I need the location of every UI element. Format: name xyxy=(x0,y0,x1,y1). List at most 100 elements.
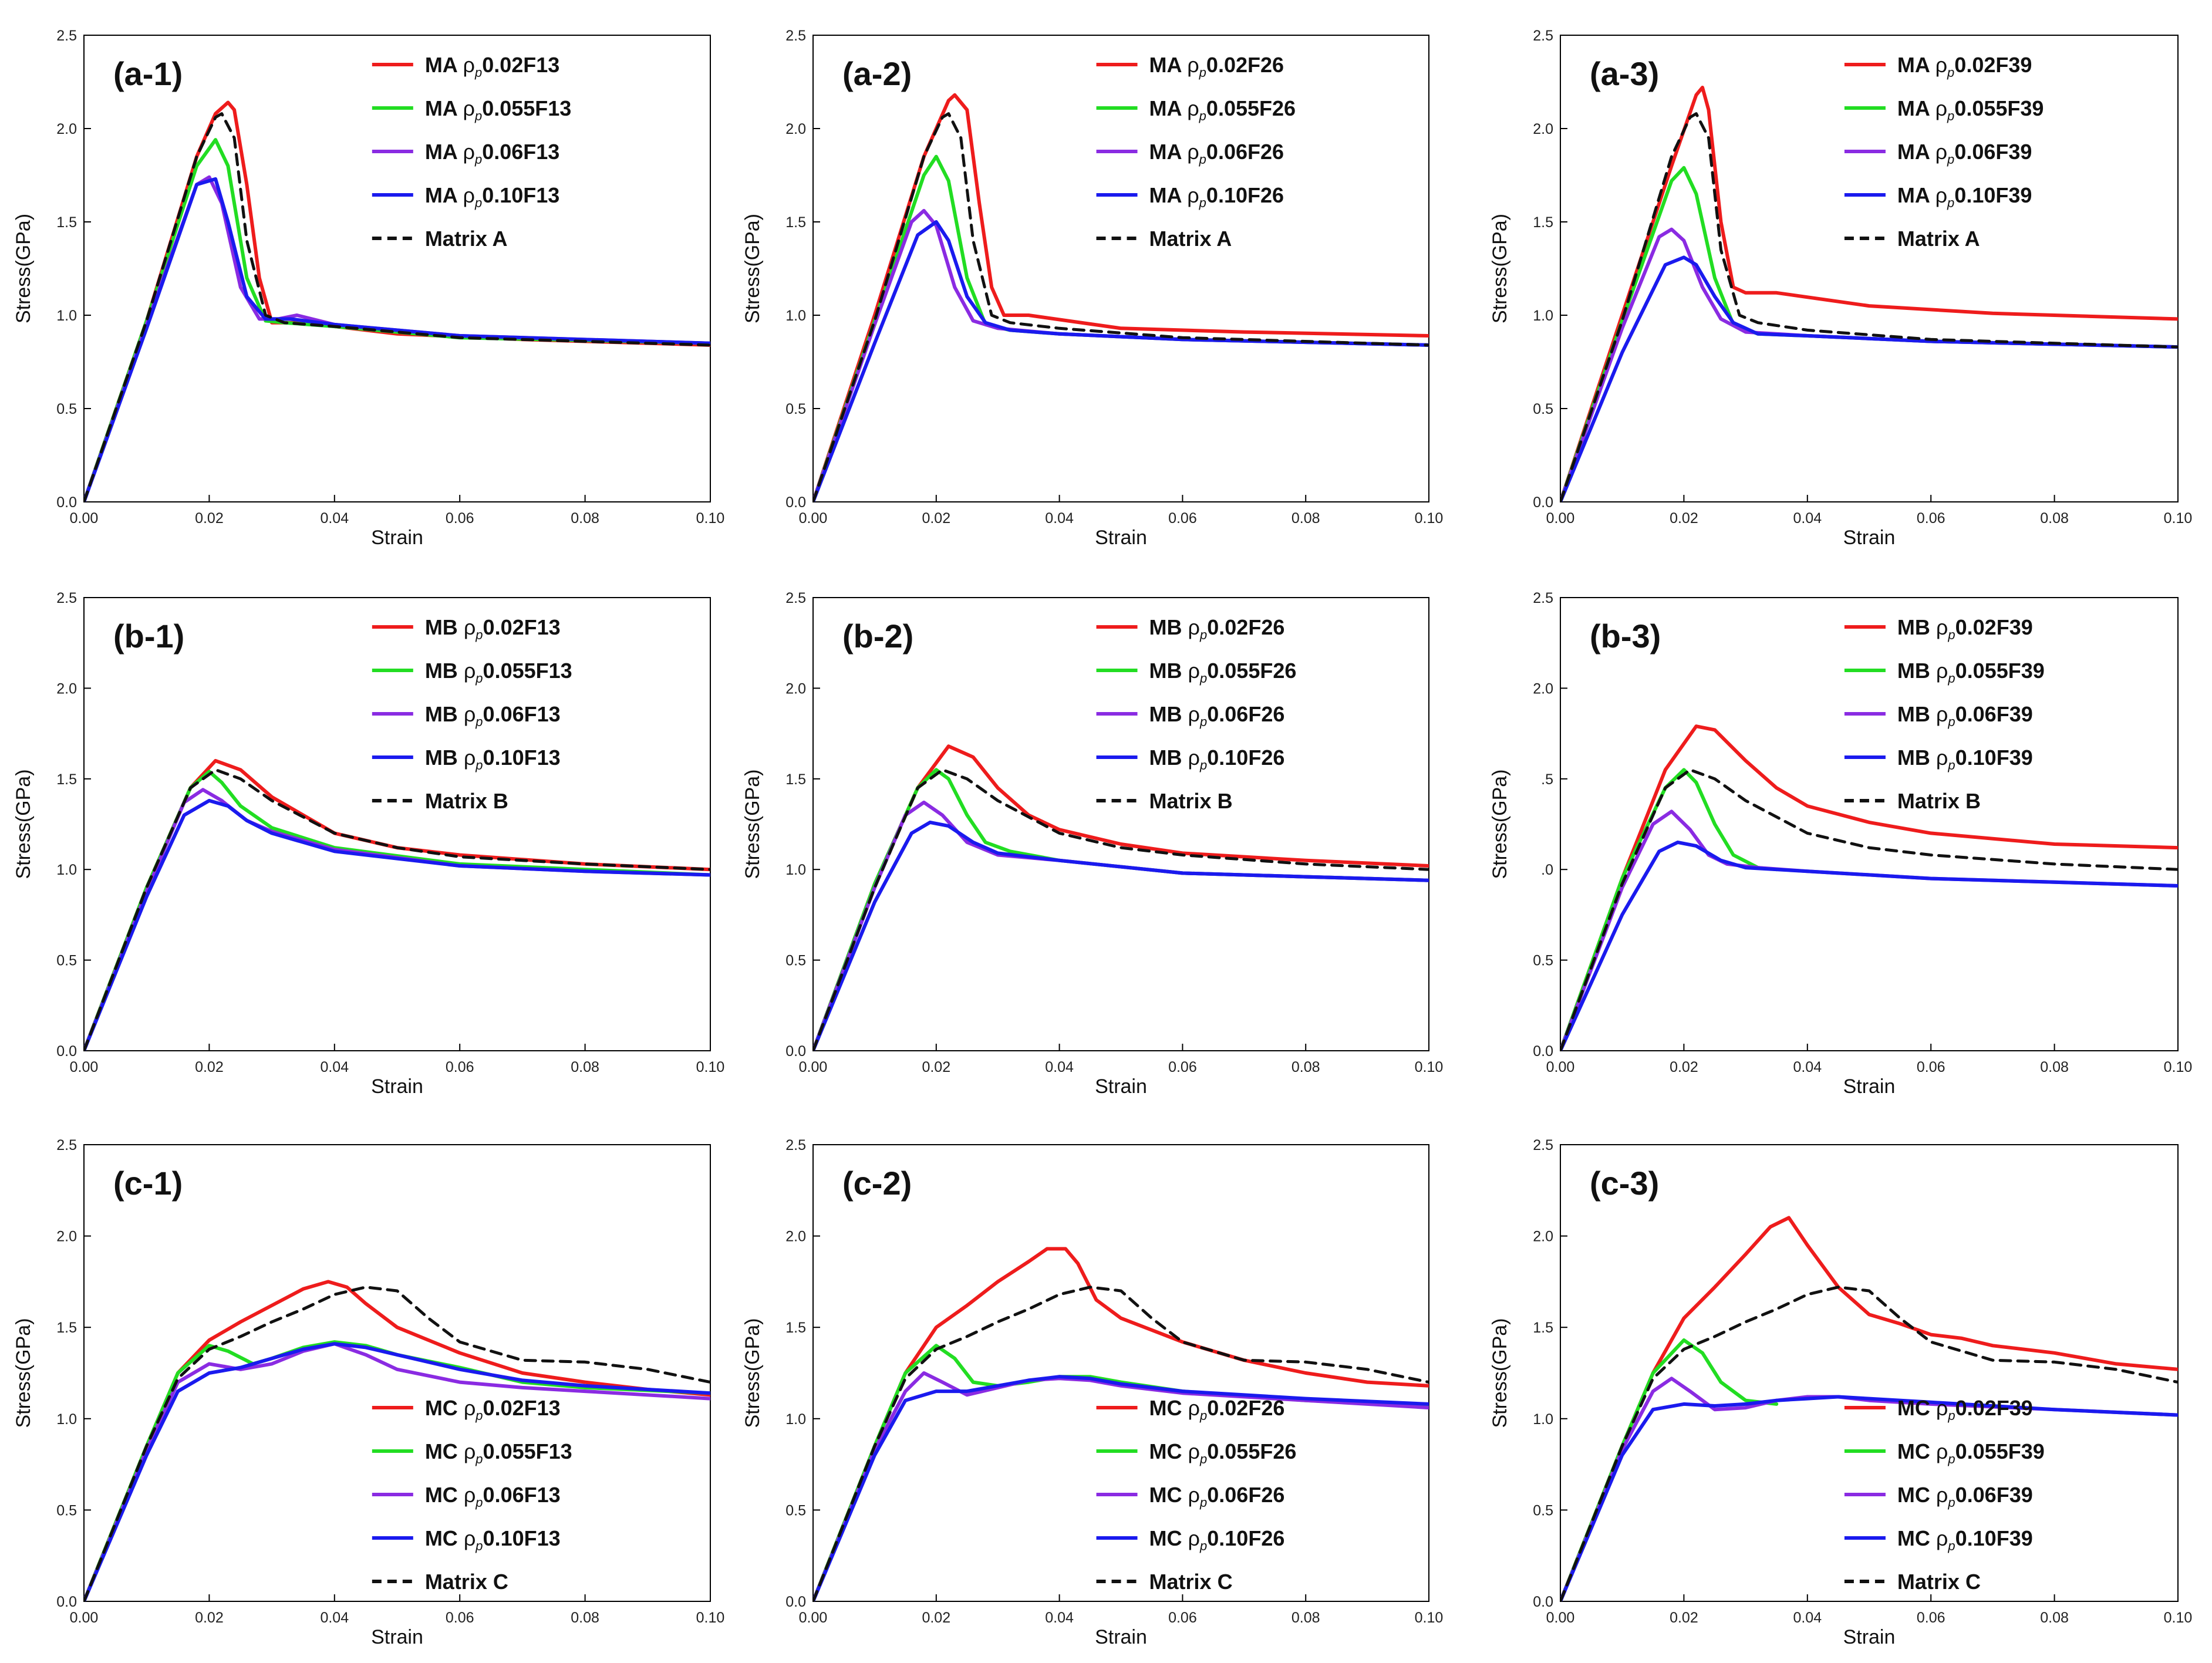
x-tick-label: 0.10 xyxy=(696,1059,725,1075)
x-tick-label: 0.10 xyxy=(696,1610,725,1626)
legend-entry: MB ρp0.055F39 xyxy=(1897,659,2045,686)
legend-prefix: MB xyxy=(1149,659,1188,683)
y-tick-label: 1.0 xyxy=(56,1411,77,1428)
legend-rho-subscript: p xyxy=(1199,671,1207,686)
y-tick-label: 2.5 xyxy=(785,28,806,44)
legend-entry: MC ρp0.055F13 xyxy=(425,1439,572,1466)
y-tick-label: 0.0 xyxy=(56,1043,77,1060)
y-axis-title: Stress(GPa) xyxy=(741,1318,764,1428)
x-tick-label: 0.10 xyxy=(2164,1059,2193,1075)
legend-entry: MC ρp0.10F39 xyxy=(1897,1526,2033,1553)
legend-rho-subscript: p xyxy=(1199,758,1207,773)
x-tick-label: 0.00 xyxy=(70,1610,99,1626)
series-line-4 xyxy=(813,1286,1429,1601)
legend-rho-subscript: p xyxy=(475,671,483,686)
legend-rho-subscript: p xyxy=(475,714,483,729)
x-tick-label: 0.06 xyxy=(1168,510,1197,527)
legend-entry: MA ρp0.055F39 xyxy=(1897,96,2044,123)
series-line-4 xyxy=(813,768,1429,1051)
series-line-0 xyxy=(84,100,710,502)
series-line-3 xyxy=(813,220,1429,502)
x-tick-label: 0.00 xyxy=(70,1059,99,1075)
plot-frame xyxy=(812,35,1429,502)
legend-entry: Matrix C xyxy=(1149,1570,1233,1594)
x-tick-label: 0.02 xyxy=(1670,1059,1698,1075)
x-axis-title: Strain xyxy=(1095,1626,1147,1648)
legend-suffix: 0.06F26 xyxy=(1207,702,1284,726)
x-axis-title: Strain xyxy=(371,1626,423,1648)
panel-label: (c-2) xyxy=(842,1165,912,1202)
legend-entry: MC ρp0.10F26 xyxy=(1149,1526,1285,1553)
legend-suffix: Matrix A xyxy=(1897,227,1980,251)
legend-entry: MA ρp0.02F39 xyxy=(1897,53,2032,80)
series-line-3 xyxy=(1560,255,2178,502)
legend-entry: MB ρp0.06F26 xyxy=(1149,702,1285,729)
legend-rho-symbol: ρ xyxy=(464,1483,476,1507)
chart-panel: 0.00 0.02 0.04 0.06 0.08 0.10 0.0 0.5 1.0 1.5 2.0 2… xyxy=(1489,1137,2192,1648)
legend-entry: MA ρp0.10F26 xyxy=(1149,183,1284,210)
series-line-3 xyxy=(84,177,710,502)
legend-suffix: 0.02F39 xyxy=(1955,1396,2033,1420)
legend-rho-subscript: p xyxy=(475,1408,483,1423)
legend-rho-symbol: ρ xyxy=(464,1396,476,1420)
legend-entry: MA ρp0.02F26 xyxy=(1149,53,1284,80)
legend-prefix: MC xyxy=(425,1483,464,1507)
legend-suffix: Matrix B xyxy=(425,789,508,813)
x-tick-label: 0.08 xyxy=(571,1059,599,1075)
y-tick-label: 2.0 xyxy=(785,680,806,697)
legend-entry: MC ρp0.06F13 xyxy=(425,1483,561,1510)
legend-rho-subscript: p xyxy=(1947,758,1955,773)
legend-suffix: Matrix A xyxy=(425,227,508,251)
x-tick-label: 0.04 xyxy=(1793,1610,1822,1626)
legend-rho-symbol: ρ xyxy=(1188,1396,1200,1420)
legend-suffix: Matrix A xyxy=(1149,227,1232,251)
legend-rho-subscript: p xyxy=(1947,195,1954,210)
x-axis-title: Strain xyxy=(1843,1626,1896,1648)
legend-prefix: MA xyxy=(425,96,463,120)
legend-rho-symbol: ρ xyxy=(1936,746,1948,770)
y-tick-label: 2.5 xyxy=(56,1137,77,1153)
x-tick-label: 0.02 xyxy=(922,510,950,527)
series-line-1 xyxy=(84,138,710,502)
panel-label: (a-1) xyxy=(113,55,183,92)
legend-rho-symbol: ρ xyxy=(1187,183,1199,207)
legend-rho-subscript: p xyxy=(1199,1408,1207,1423)
chart-panel: 0.00 0.02 0.04 0.06 0.08 0.10 0.0 0.5 1.0 1.5 2.0 2… xyxy=(1489,28,2192,549)
legend-rho-subscript: p xyxy=(475,758,483,773)
x-tick-label: 0.06 xyxy=(446,510,474,527)
series-line-0 xyxy=(1560,86,2178,502)
legend-rho-symbol: ρ xyxy=(464,659,476,683)
x-tick-label: 0.08 xyxy=(571,1610,599,1626)
series-line-4 xyxy=(1560,1286,2178,1601)
y-tick-label: 2.0 xyxy=(1533,680,1553,697)
x-tick-label: 0.04 xyxy=(1045,510,1074,527)
legend-rho-symbol: ρ xyxy=(1936,1396,1948,1420)
legend-prefix: MC xyxy=(1897,1396,1936,1420)
legend-rho-subscript: p xyxy=(1947,1408,1955,1423)
panel-label: (a-3) xyxy=(1590,55,1659,92)
y-tick-label: 1.0 xyxy=(56,862,77,878)
y-tick-label: 0.0 xyxy=(56,1594,77,1610)
y-tick-label: 2.0 xyxy=(1533,121,1553,137)
legend-prefix: MC xyxy=(1149,1483,1188,1507)
legend-rho-symbol: ρ xyxy=(463,140,474,164)
x-tick-label: 0.06 xyxy=(1168,1059,1197,1075)
legend-entry: MB ρp0.06F39 xyxy=(1897,702,2033,729)
legend-suffix: 0.10F26 xyxy=(1207,1526,1284,1550)
y-tick-label: 2.5 xyxy=(785,590,806,606)
legend-prefix: MA xyxy=(1149,96,1188,120)
legend-suffix: 0.02F13 xyxy=(483,1396,561,1420)
legend-suffix: Matrix B xyxy=(1897,789,1981,813)
legend-prefix: MA xyxy=(1897,140,1936,164)
legend-rho-symbol: ρ xyxy=(1936,140,1947,164)
y-axis-title: Stress(GPa) xyxy=(12,769,35,879)
series-line-2 xyxy=(84,1342,710,1601)
y-tick-label: 1.5 xyxy=(1533,214,1553,231)
legend-suffix: 0.055F26 xyxy=(1207,659,1296,683)
legend-prefix: MB xyxy=(1897,659,1936,683)
legend-rho-symbol: ρ xyxy=(1188,659,1200,683)
series-line-3 xyxy=(1560,1395,2178,1601)
legend-suffix: Matrix C xyxy=(1897,1570,1981,1594)
legend-suffix: 0.02F39 xyxy=(1954,53,2032,77)
